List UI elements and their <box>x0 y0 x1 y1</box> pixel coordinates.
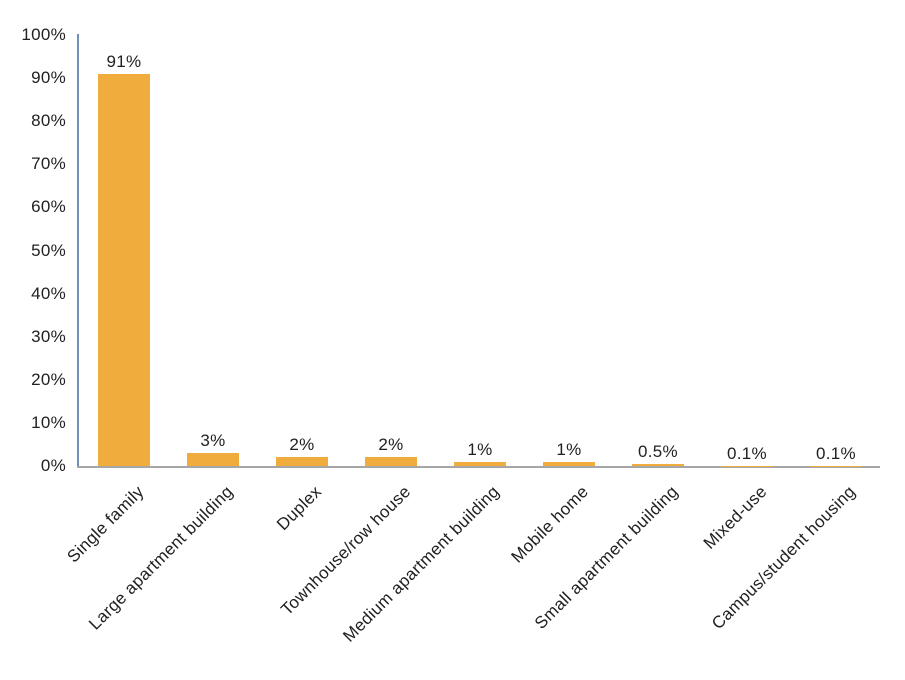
y-axis-tick-label: 10% <box>31 412 66 432</box>
bar-value-label: 91% <box>106 51 142 71</box>
y-axis-tick-label: 50% <box>31 240 66 260</box>
bar <box>276 457 328 466</box>
bar <box>187 453 239 466</box>
bar <box>365 457 417 466</box>
y-axis-tick-label: 30% <box>31 326 66 346</box>
bar-value-label: 1% <box>556 439 582 459</box>
bar-value-label: 2% <box>378 435 404 455</box>
x-category-label: Duplex <box>273 482 326 535</box>
y-axis-tick-label: 70% <box>31 154 66 174</box>
bar-value-label: 0.5% <box>638 441 678 461</box>
bar-value-label: 2% <box>289 435 315 455</box>
y-axis-tick-label: 90% <box>31 68 66 88</box>
y-axis-tick-label: 40% <box>31 283 66 303</box>
bar-value-label: 0.1% <box>727 443 767 463</box>
x-category-label: Campus/student housing <box>708 482 860 634</box>
bar <box>543 461 595 466</box>
x-axis-line <box>77 466 880 468</box>
x-category-label: Medium apartment building <box>339 482 504 646</box>
x-category-label: Single family <box>63 482 148 567</box>
y-axis-tick-label: 0% <box>40 456 66 475</box>
y-axis-tick-label: 80% <box>31 111 66 131</box>
bar <box>98 73 150 466</box>
bar-value-label: 1% <box>467 439 493 459</box>
y-axis-tick-label: 20% <box>31 369 66 389</box>
x-category-label: Small apartment building <box>530 482 682 633</box>
x-category-label: Mixed-use <box>699 482 771 553</box>
x-category-label: Large apartment building <box>84 482 237 634</box>
bar-value-label: 3% <box>200 431 226 451</box>
bar <box>632 463 684 466</box>
bar-value-label: 0.1% <box>816 443 856 463</box>
bar <box>454 461 506 466</box>
y-axis-tick-label: 60% <box>31 197 66 217</box>
y-axis-tick-label: 100% <box>21 25 66 44</box>
x-category-label: Mobile home <box>507 482 593 567</box>
y-axis-line <box>77 34 79 468</box>
